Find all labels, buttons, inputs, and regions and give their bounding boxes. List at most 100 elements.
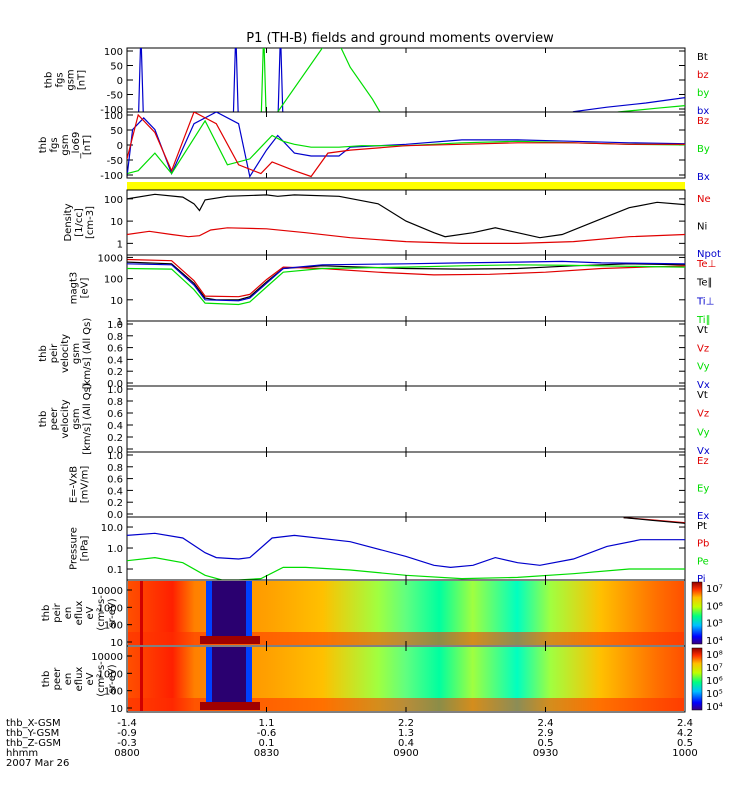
y-axis-label: thb fgs gsm _lo69 [nT] bbox=[38, 132, 93, 160]
y-tick-label: 0.0 bbox=[107, 445, 123, 456]
y-tick-label: -100 bbox=[100, 105, 123, 116]
legend-Ti∥: Ti∥ bbox=[696, 315, 711, 326]
legend-bz: bz bbox=[697, 70, 709, 81]
panel-ve: 1.00.80.60.40.20.0 thb peer velocity gsm [km/… bbox=[38, 383, 710, 457]
y-axis-label: E=-VxB [mV/m] bbox=[69, 466, 91, 504]
y-label-line: [nT] bbox=[82, 135, 93, 155]
y-tick-label: 0.4 bbox=[107, 486, 123, 497]
legend-bx: bx bbox=[697, 106, 709, 117]
y-label-line: thb bbox=[38, 137, 49, 154]
y-tick-label: 0 bbox=[117, 76, 123, 87]
legend-Ne: Ne bbox=[697, 194, 711, 205]
panel-density: 100 10 1 Density [1/cc] [cm-3] Ne Ni Npot bbox=[63, 189, 721, 260]
y-label-line: [km/s] (All Qs) bbox=[82, 383, 93, 455]
panel-pressure: 10.0 1.0 0.1 Pressure [nPa] Pt Pb Pe Pi bbox=[69, 516, 709, 585]
y-tick-label: 0.6 bbox=[107, 344, 123, 355]
legend-by: by bbox=[697, 88, 709, 99]
y-tick-label: 0.0 bbox=[107, 379, 123, 390]
series-group bbox=[127, 517, 685, 580]
y-axis-label: magt3 [eV] bbox=[69, 272, 91, 305]
y-label-line: [mV/m] bbox=[80, 466, 91, 504]
x-tick-label: 2.2 bbox=[398, 718, 414, 729]
spectrogram-streak bbox=[140, 581, 143, 645]
panel-vi: 1.00.80.60.40.20.0 thb peir velocity gsm [km/… bbox=[38, 318, 710, 391]
y-label-line: (cm²-s- bbox=[96, 595, 107, 631]
x-row-label: thb_Y-GSM bbox=[6, 728, 59, 739]
legend-Vy: Vy bbox=[697, 362, 710, 373]
colorbar-tick-label: 10⁸ bbox=[706, 650, 723, 661]
y-tick-label: 0.8 bbox=[107, 397, 123, 408]
y-tick-label: 100 bbox=[104, 111, 123, 122]
y-tick-label: 1.0 bbox=[107, 451, 123, 462]
legend-Npot: Npot bbox=[697, 249, 721, 260]
y-label-line: eV bbox=[85, 606, 96, 619]
series-Bz bbox=[127, 112, 685, 178]
y-label-line: (cm²-s- bbox=[96, 661, 107, 697]
y-tick-label: 100 bbox=[104, 275, 123, 286]
y-tick-label: 1.0 bbox=[107, 385, 123, 396]
x-tick-label: 1000 bbox=[672, 748, 697, 759]
y-label-line: eflux bbox=[74, 601, 85, 626]
x-tick-label: 4.2 bbox=[677, 728, 693, 739]
spectrogram-streak bbox=[140, 647, 143, 711]
y-label-line: thb bbox=[41, 671, 52, 688]
y-tick-label: 0.2 bbox=[107, 367, 123, 378]
x-tick-label: 0.1 bbox=[259, 738, 275, 749]
spectrogram-edge-r bbox=[246, 647, 252, 705]
x-tick-label: -0.3 bbox=[117, 738, 137, 749]
y-label-line: Density bbox=[63, 203, 74, 241]
spectrogram-core bbox=[200, 636, 260, 644]
y-tick-label: 100 bbox=[104, 47, 123, 58]
y-tick-label: 100 bbox=[104, 621, 123, 632]
y-tick-label: 10.0 bbox=[101, 523, 123, 534]
x-row-label: 2007 Mar 26 bbox=[6, 758, 69, 769]
series-Ne bbox=[127, 227, 685, 244]
y-tick-label: 10 bbox=[110, 638, 123, 649]
y-label-line: peer bbox=[49, 407, 60, 431]
spectrogram-edge-l bbox=[206, 647, 212, 705]
y-tick-label: 0.1 bbox=[107, 565, 123, 576]
colorbar bbox=[691, 647, 703, 711]
panel-fgs_lo: 100 50 0 -50 -100 thb fgs gsm _lo69 [nT] Bz By Bx bbox=[38, 111, 710, 183]
figure-title: P1 (TH-B) fields and ground moments over… bbox=[246, 31, 554, 46]
panel-efield: 1.00.80.60.40.20.0 E=-VxB [mV/m] Ez Ey Ex bbox=[69, 451, 710, 522]
legend-Te∥: Te∥ bbox=[696, 278, 713, 289]
y-label-line: [nT] bbox=[77, 70, 88, 90]
legend-Vt: Vt bbox=[697, 390, 708, 401]
y-tick-label: 0.0 bbox=[107, 510, 123, 521]
series-Ti⊥ bbox=[127, 260, 685, 302]
legend-Ez: Ez bbox=[697, 456, 709, 467]
panel-frame bbox=[126, 320, 686, 387]
x-tick-label: -1.4 bbox=[117, 718, 137, 729]
y-label-line: Pressure bbox=[69, 527, 80, 570]
y-tick-label: 0.2 bbox=[107, 433, 123, 444]
series-Bx bbox=[127, 112, 685, 178]
y-label-line: [nPa] bbox=[80, 535, 91, 561]
flag-bar bbox=[127, 182, 685, 190]
y-tick-label: 1 bbox=[117, 317, 123, 328]
legend-Pb: Pb bbox=[697, 539, 709, 550]
y-label-line: velocity bbox=[60, 399, 71, 438]
spectrogram-dropout bbox=[212, 647, 246, 705]
y-label-line: peir bbox=[52, 602, 63, 622]
y-label-line: eflux bbox=[74, 667, 85, 692]
panel-frame bbox=[126, 385, 686, 453]
legend-Ni: Ni bbox=[697, 222, 707, 233]
spectrogram-edge-l bbox=[206, 581, 212, 639]
series-Pi bbox=[127, 532, 685, 569]
y-label-line: fgs bbox=[55, 72, 66, 87]
panel-flag bbox=[127, 182, 685, 190]
y-tick-label: 1000 bbox=[98, 253, 123, 264]
series-bx bbox=[138, 48, 685, 112]
y-label-line: thb bbox=[41, 605, 52, 622]
y-tick-label: 0.8 bbox=[107, 332, 123, 343]
legend-Ex: Ex bbox=[697, 511, 709, 522]
series-Ti∥ bbox=[127, 264, 685, 306]
y-tick-label: 1000 bbox=[98, 669, 123, 680]
y-tick-label: 0.6 bbox=[107, 409, 123, 420]
y-label-line: peir bbox=[49, 343, 60, 363]
y-axis-label: thb peir en eflux eV (cm²-s-sr-eV) bbox=[41, 595, 118, 631]
x-tick-label: 1.3 bbox=[398, 728, 414, 739]
